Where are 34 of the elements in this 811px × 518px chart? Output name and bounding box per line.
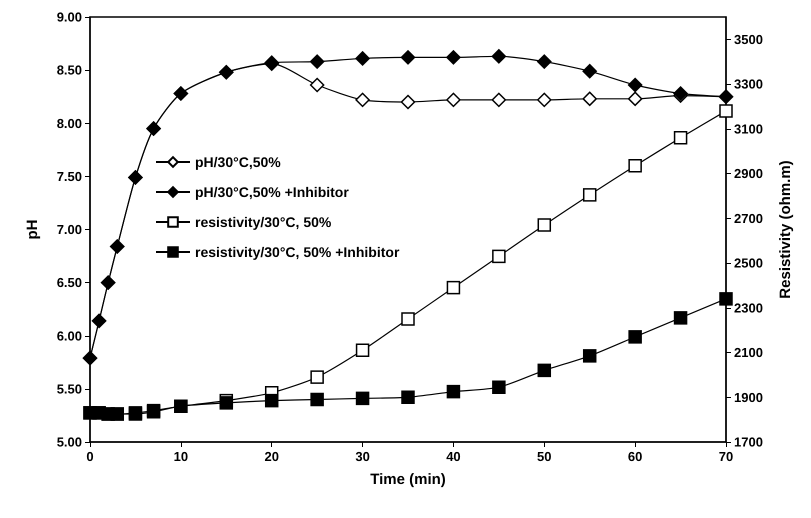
y-axis-title: pH — [24, 220, 41, 240]
y2-tick-label: 2900 — [734, 166, 763, 182]
y2-axis-title: Resistivity (ohm.m) — [777, 160, 794, 299]
y-tick-label: 9.00 — [56, 10, 82, 24]
y2-tick-label: 2300 — [734, 300, 763, 316]
y-tick-label: 5.50 — [56, 381, 82, 396]
y-tick-label: 6.50 — [56, 275, 82, 290]
x-tick-label: 70 — [718, 449, 734, 464]
x-axis-title: Time (min) — [370, 471, 446, 488]
x-tick-label: 60 — [628, 449, 642, 464]
y2-tick-label: 3300 — [734, 76, 763, 92]
legend-label: resistivity/30°C, 50% — [195, 214, 332, 230]
y2-tick-label: 3500 — [734, 32, 763, 47]
legend-label: resistivity/30°C, 50% +Inhibitor — [195, 244, 400, 260]
x-tick-label: 0 — [86, 449, 94, 464]
x-tick-label: 30 — [355, 449, 370, 464]
y2-tick-label: 2100 — [734, 345, 763, 360]
legend-label: pH/30°C,50% — [195, 154, 282, 170]
x-tick-label: 20 — [264, 449, 279, 464]
y-tick-label: 6.00 — [56, 328, 82, 344]
x-tick-label: 40 — [446, 449, 461, 464]
legend-label: pH/30°C,50% +Inhibitor — [195, 184, 350, 200]
y2-tick-label: 1700 — [734, 434, 763, 450]
y-tick-label: 7.50 — [56, 168, 82, 184]
y-tick-label: 7.00 — [56, 222, 82, 237]
x-tick-label: 50 — [537, 449, 552, 464]
y2-tick-label: 1900 — [734, 390, 763, 405]
y-tick-label: 5.00 — [56, 434, 82, 450]
x-tick-label: 10 — [174, 449, 188, 464]
y-tick-label: 8.00 — [56, 116, 82, 131]
y2-tick-label: 2700 — [734, 210, 763, 226]
y2-tick-label: 2500 — [734, 256, 763, 271]
y2-tick-label: 3100 — [734, 121, 763, 136]
y-tick-label: 8.50 — [56, 62, 82, 78]
